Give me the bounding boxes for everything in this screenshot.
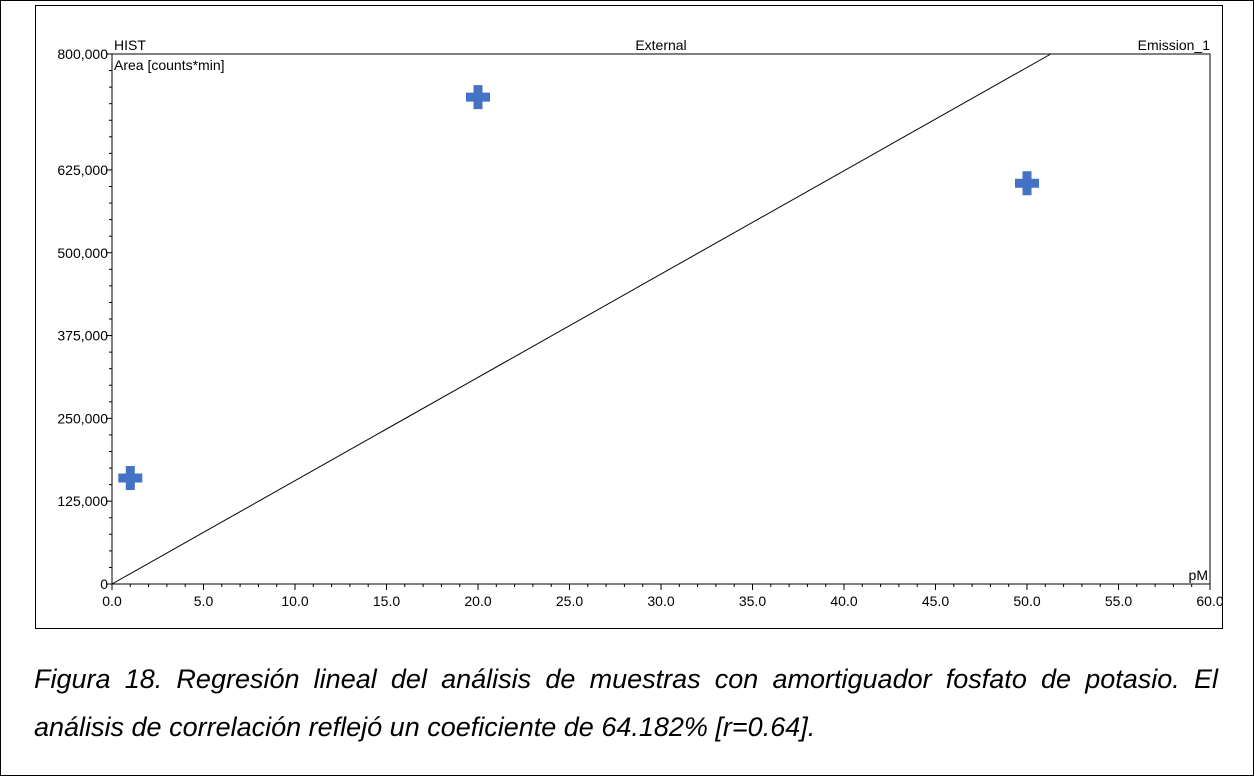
calibration-chart: 0.0 5.0 10.0 15.0 20.0 25.0 30.0 35.0 40.0 45.0 50… — [57, 37, 1222, 609]
x-tick-label: 40.0 — [830, 593, 857, 609]
y-tick-label: 0 — [100, 576, 108, 592]
x-tick-label: 20.0 — [464, 593, 491, 609]
y-tick-label: 500,000 — [57, 245, 108, 261]
x-tick-label: 10.0 — [281, 593, 308, 609]
x-tick-label: 5.0 — [194, 593, 214, 609]
top-left-label: HIST — [114, 37, 146, 53]
x-axis-label: pM — [1189, 567, 1208, 583]
x-tick-label: 35.0 — [739, 593, 766, 609]
data-point — [1015, 171, 1039, 196]
y-axis-label: Area [counts*min] — [114, 57, 225, 73]
y-tick-label: 125,000 — [57, 493, 108, 509]
x-tick-label: 55.0 — [1105, 593, 1132, 609]
y-tick-label: 625,000 — [57, 162, 108, 178]
figure-caption: Figura 18. Regresión lineal del análisis… — [34, 664, 1218, 742]
x-tick-label: 0.0 — [102, 593, 122, 609]
plot-area — [111, 53, 1211, 585]
top-right-label: Emission_1 — [1138, 37, 1211, 53]
y-tick-label: 250,000 — [57, 410, 108, 426]
y-tick-label: 375,000 — [57, 328, 108, 344]
data-point — [118, 466, 143, 490]
x-tick-label: 45.0 — [922, 593, 949, 609]
x-tick-label: 60.0 — [1196, 593, 1222, 609]
y-tick-label: 800,000 — [57, 46, 108, 62]
top-center-label: External — [635, 37, 686, 53]
figure-panel: 0.0 5.0 10.0 15.0 20.0 25.0 30.0 35.0 40.0 45.0 50… — [35, 5, 1223, 629]
x-tick-label: 50.0 — [1013, 593, 1040, 609]
data-point — [466, 85, 490, 110]
x-tick-label: 30.0 — [647, 593, 674, 609]
regression-line — [111, 53, 1052, 585]
x-tick-label: 25.0 — [556, 593, 583, 609]
x-tick-label: 15.0 — [373, 593, 400, 609]
